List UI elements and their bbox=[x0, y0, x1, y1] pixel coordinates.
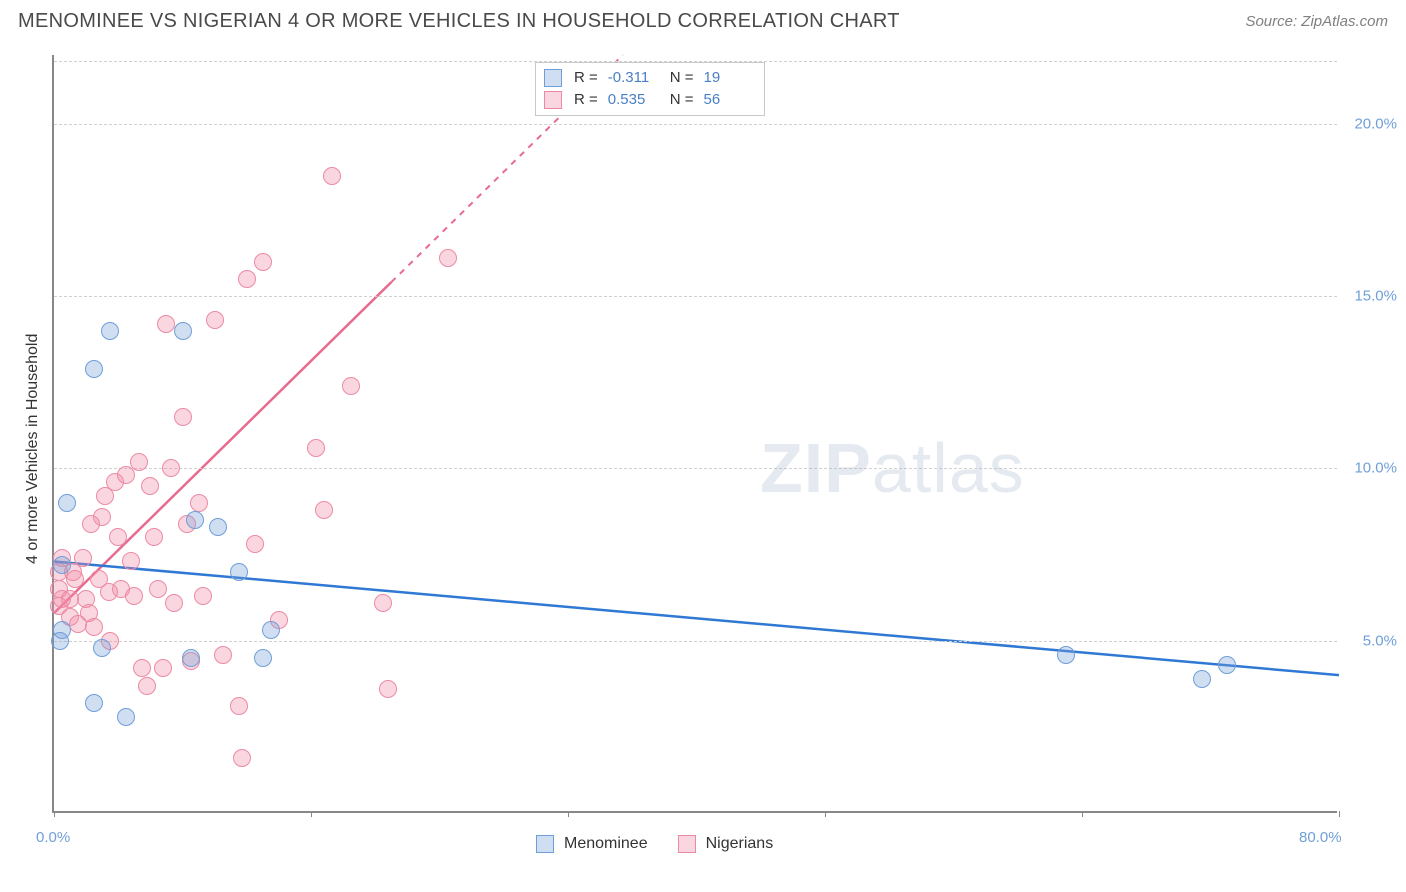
data-point bbox=[174, 408, 192, 426]
legend-n-label: N = bbox=[670, 89, 694, 111]
data-point bbox=[117, 466, 135, 484]
data-point bbox=[165, 594, 183, 612]
data-point bbox=[101, 322, 119, 340]
data-point bbox=[85, 694, 103, 712]
data-point bbox=[66, 570, 84, 588]
y-axis-label: 4 or more Vehicles in Household bbox=[24, 334, 42, 564]
legend-n-label: N = bbox=[670, 67, 694, 89]
x-tick bbox=[568, 811, 569, 817]
data-point bbox=[93, 639, 111, 657]
data-point bbox=[214, 646, 232, 664]
data-point bbox=[379, 680, 397, 698]
watermark-zip: ZIP bbox=[760, 429, 872, 507]
legend-swatch bbox=[678, 835, 696, 853]
data-point bbox=[1218, 656, 1236, 674]
data-point bbox=[109, 528, 127, 546]
data-point bbox=[262, 621, 280, 639]
legend-correlation: R = -0.311 N = 19 R = 0.535 N = 56 bbox=[535, 62, 765, 116]
data-point bbox=[130, 453, 148, 471]
data-point bbox=[342, 377, 360, 395]
source-attribution: Source: ZipAtlas.com bbox=[1245, 13, 1388, 30]
y-tick-label: 10.0% bbox=[1354, 460, 1397, 477]
x-tick bbox=[825, 811, 826, 817]
data-point bbox=[154, 659, 172, 677]
legend-swatch bbox=[544, 69, 562, 87]
legend-r-value: 0.535 bbox=[608, 89, 660, 111]
data-point bbox=[93, 508, 111, 526]
data-point bbox=[145, 528, 163, 546]
regression-lines bbox=[54, 55, 1339, 813]
gridline-h bbox=[54, 468, 1337, 469]
legend-series: Menominee Nigerians bbox=[536, 835, 773, 853]
data-point bbox=[230, 697, 248, 715]
data-point bbox=[238, 270, 256, 288]
watermark: ZIPatlas bbox=[760, 428, 1025, 508]
x-tick bbox=[1339, 811, 1340, 817]
gridline-h bbox=[54, 124, 1337, 125]
legend-n-value: 56 bbox=[704, 89, 756, 111]
data-point bbox=[138, 677, 156, 695]
data-point bbox=[1057, 646, 1075, 664]
legend-swatch bbox=[544, 91, 562, 109]
data-point bbox=[182, 649, 200, 667]
y-tick-label: 20.0% bbox=[1354, 115, 1397, 132]
data-point bbox=[374, 594, 392, 612]
data-point bbox=[141, 477, 159, 495]
data-point bbox=[315, 501, 333, 519]
x-tick bbox=[54, 811, 55, 817]
data-point bbox=[174, 322, 192, 340]
data-point bbox=[323, 167, 341, 185]
data-point bbox=[206, 311, 224, 329]
data-point bbox=[194, 587, 212, 605]
data-point bbox=[246, 535, 264, 553]
legend-r-label: R = bbox=[574, 89, 598, 111]
x-tick bbox=[1082, 811, 1083, 817]
legend-row-menominee: R = -0.311 N = 19 bbox=[544, 67, 756, 89]
legend-n-value: 19 bbox=[704, 67, 756, 89]
legend-r-label: R = bbox=[574, 67, 598, 89]
legend-r-value: -0.311 bbox=[608, 67, 660, 89]
chart-title: MENOMINEE VS NIGERIAN 4 OR MORE VEHICLES… bbox=[18, 10, 900, 33]
data-point bbox=[230, 563, 248, 581]
data-point bbox=[254, 253, 272, 271]
x-tick bbox=[311, 811, 312, 817]
legend-label: Menominee bbox=[564, 835, 648, 853]
data-point bbox=[439, 249, 457, 267]
data-point bbox=[1193, 670, 1211, 688]
data-point bbox=[190, 494, 208, 512]
data-point bbox=[209, 518, 227, 536]
legend-label: Nigerians bbox=[706, 835, 774, 853]
data-point bbox=[254, 649, 272, 667]
gridline-h bbox=[54, 641, 1337, 642]
data-point bbox=[74, 549, 92, 567]
data-point bbox=[162, 459, 180, 477]
data-point bbox=[122, 552, 140, 570]
y-tick-label: 15.0% bbox=[1354, 288, 1397, 305]
data-point bbox=[125, 587, 143, 605]
data-point bbox=[53, 556, 71, 574]
data-point bbox=[186, 511, 204, 529]
y-tick-label: 5.0% bbox=[1363, 632, 1397, 649]
data-point bbox=[307, 439, 325, 457]
data-point bbox=[85, 618, 103, 636]
data-point bbox=[85, 360, 103, 378]
legend-item-menominee: Menominee bbox=[536, 835, 648, 853]
legend-swatch bbox=[536, 835, 554, 853]
legend-row-nigerians: R = 0.535 N = 56 bbox=[544, 89, 756, 111]
x-axis-min-label: 0.0% bbox=[36, 829, 70, 846]
x-axis-max-label: 80.0% bbox=[1299, 829, 1342, 846]
data-point bbox=[133, 659, 151, 677]
gridline-h bbox=[54, 296, 1337, 297]
data-point bbox=[58, 494, 76, 512]
legend-item-nigerians: Nigerians bbox=[678, 835, 774, 853]
plot-area: 5.0%10.0%15.0%20.0% bbox=[52, 55, 1337, 813]
data-point bbox=[149, 580, 167, 598]
data-point bbox=[233, 749, 251, 767]
data-point bbox=[51, 632, 69, 650]
data-point bbox=[117, 708, 135, 726]
regression-line bbox=[54, 561, 1339, 675]
watermark-atlas: atlas bbox=[872, 429, 1025, 507]
